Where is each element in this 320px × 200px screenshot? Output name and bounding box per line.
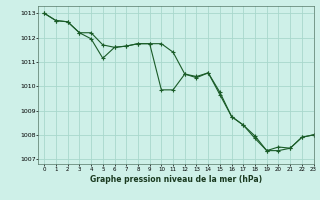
X-axis label: Graphe pression niveau de la mer (hPa): Graphe pression niveau de la mer (hPa) xyxy=(90,175,262,184)
